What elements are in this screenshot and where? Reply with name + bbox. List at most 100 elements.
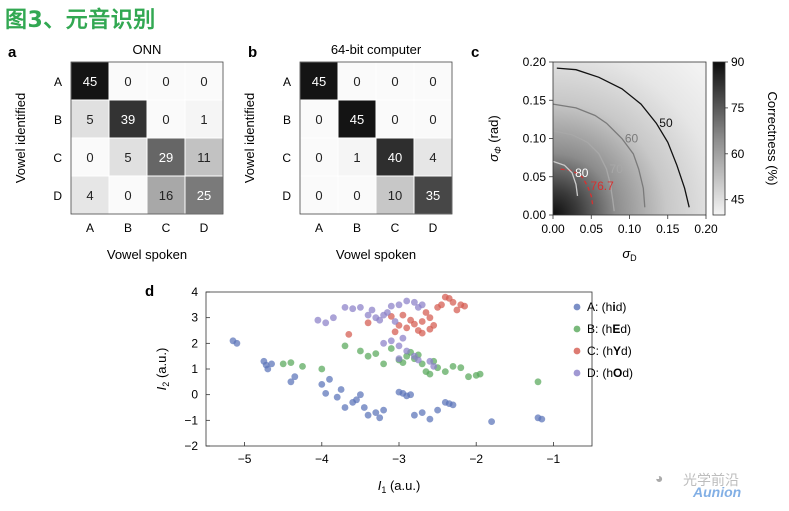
x-tick-label: −3 [392, 452, 406, 466]
matrix-value: 0 [124, 188, 131, 203]
scatter-point [287, 359, 295, 366]
matrix-cell [184, 175, 224, 215]
x-axis-label: I1 (a.u.) [378, 478, 421, 495]
legend-entry: D: (hOd) [587, 366, 633, 380]
x-tick-label: 0.05 [580, 222, 604, 236]
scatter-point [360, 404, 368, 411]
y-tick-label: 0.20 [523, 55, 547, 69]
matrix-cell [146, 175, 186, 215]
scatter-point [426, 415, 434, 423]
scatter-point [411, 298, 418, 306]
scatter-point [395, 355, 403, 363]
panel-label-d: d [145, 283, 154, 300]
matrix-value: 16 [159, 188, 173, 203]
matrix-cell [299, 99, 339, 139]
scatter-point [330, 314, 337, 322]
scatter-point [426, 325, 434, 333]
scatter-point [372, 350, 380, 357]
panel-c-correctness-map: 50 60 70 76.780 0.00 0.05 0.10 0.15 0.20 0.00 0.05… [486, 55, 780, 263]
scatter-point [357, 391, 364, 399]
x-tick-label: 0.10 [618, 222, 642, 236]
matrix-col-label: D [200, 221, 209, 235]
legend-text: d) [620, 322, 631, 336]
scatter-point [403, 347, 411, 355]
contour-label: 50 [659, 116, 673, 130]
y-tick-label: 4 [191, 285, 198, 299]
y-tick-label: 0.05 [523, 170, 547, 184]
legend-text: B: (h [587, 322, 612, 336]
contour-line [552, 103, 646, 208]
contour-line [556, 67, 690, 208]
scatter-point [426, 370, 434, 378]
x-axis-label-sub: D [630, 253, 637, 263]
matrix-row-label: D [282, 189, 291, 203]
matrix-value: 40 [388, 150, 402, 165]
matrix-value: 45 [350, 112, 364, 127]
matrix-col-label: A [315, 221, 323, 235]
scatter-point [341, 404, 349, 411]
legend-text-bold: O [613, 366, 622, 380]
matrix-value: 0 [315, 150, 322, 165]
x-tick-label: 0.00 [541, 222, 565, 236]
scatter-point [391, 318, 399, 325]
matrix-row-label: A [283, 75, 291, 89]
matrix-col-label: B [353, 221, 361, 235]
scatter-point [233, 339, 241, 347]
x-tick-label: 0.15 [656, 222, 680, 236]
scatter-point [279, 360, 287, 368]
legend-marker [573, 325, 581, 333]
matrix-value: 4 [429, 150, 436, 165]
y-tick-label: 0 [191, 388, 198, 402]
scatter-point [353, 396, 360, 404]
scatter-point [349, 305, 357, 313]
panel-label-c: c [471, 44, 479, 61]
matrix-value: 0 [124, 74, 131, 89]
y-axis-label-main: σ [486, 153, 501, 162]
matrix-cell [413, 61, 453, 101]
scatter-point [376, 414, 384, 422]
legend-text-bold: Y [613, 344, 621, 358]
scatter-point [368, 306, 376, 314]
colorbar-tick-label: 75 [731, 101, 745, 115]
colorbar-tick-label: 45 [731, 193, 745, 207]
matrix-cell [375, 61, 415, 101]
y-tick-label: 0.00 [523, 208, 547, 222]
scatter-point [299, 363, 306, 370]
matrix-value: 35 [426, 188, 440, 203]
matrix-row-label: B [54, 113, 62, 127]
scatter-point [341, 342, 349, 350]
scatter-point [441, 368, 449, 375]
legend-text: A: (h [587, 300, 612, 314]
matrix-col-label: B [124, 221, 132, 235]
matrix-col-label: C [391, 221, 400, 235]
scatter-point [318, 365, 326, 373]
panel-label-b: b [248, 44, 257, 61]
matrix-row-label: C [282, 151, 291, 165]
scatter-point [318, 381, 326, 388]
matrix-cell [375, 137, 415, 177]
matrix-cell [337, 175, 377, 215]
contour-label: 80 [575, 166, 589, 180]
matrix-value: 0 [429, 74, 436, 89]
matrix-value: 0 [162, 112, 169, 127]
matrix-cell [108, 137, 148, 177]
matrix-row-label: D [53, 189, 62, 203]
scatter-point [372, 409, 380, 416]
scatter-point [322, 319, 330, 327]
matrix-title: 64-bit computer [331, 42, 422, 57]
scatter-point [476, 370, 484, 378]
x-axis-label-main: σ [622, 246, 631, 261]
legend-entry: B: (hEd) [587, 322, 631, 336]
scatter-point [391, 328, 399, 336]
scatter-point [538, 415, 546, 423]
matrix-value: 39 [121, 112, 135, 127]
scatter-point [345, 331, 353, 338]
matrix-value: 1 [353, 150, 360, 165]
matrix-cell [337, 61, 377, 101]
scatter-point [453, 306, 461, 314]
y-axis-label-sub: 2 [161, 382, 171, 387]
x-tick-label: −2 [469, 452, 483, 466]
